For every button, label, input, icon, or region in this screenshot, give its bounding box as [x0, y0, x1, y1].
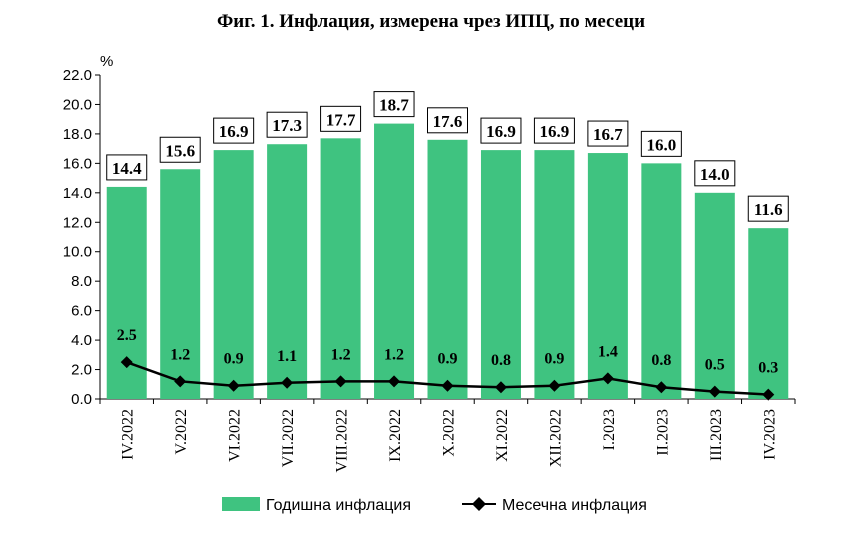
monthly-point	[708, 385, 721, 398]
bar	[320, 138, 361, 399]
y-tick-label: 20.0	[63, 96, 92, 113]
bar-label: 16.9	[486, 122, 516, 141]
bar-label-box	[213, 117, 255, 144]
x-tick-label: III.2023	[708, 409, 725, 461]
monthly-point	[281, 376, 294, 389]
x-tick-label: I.2023	[601, 409, 618, 450]
x-tick-label: XII.2022	[547, 409, 564, 467]
bar-label: 14.0	[700, 165, 730, 184]
monthly-label: 1.2	[170, 346, 190, 363]
bar-label-box	[373, 91, 415, 118]
bar-label: 15.6	[165, 141, 195, 160]
legend: Годишна инфлация Месечна инфлация	[222, 497, 647, 514]
y-tick-label: 4.0	[71, 332, 92, 349]
monthly-label: 0.9	[224, 351, 244, 368]
legend-marker-monthly	[472, 497, 486, 511]
x-tick-label: VII.2022	[280, 409, 297, 467]
monthly-label: 1.2	[331, 346, 351, 363]
bar-label-box	[533, 117, 575, 144]
y-tick-label: 8.0	[71, 273, 92, 290]
monthly-label: 0.8	[651, 352, 671, 369]
bar-label: 16.7	[593, 125, 623, 144]
y-tick-label: 14.0	[63, 185, 92, 202]
bar	[427, 139, 468, 400]
chart-title: Фиг. 1. Инфлация, измерена чрез ИПЦ, по …	[217, 11, 645, 32]
bar-label: 16.9	[540, 122, 570, 141]
monthly-label: 1.2	[384, 346, 404, 363]
bar-label: 11.6	[754, 200, 783, 219]
x-tick-label: X.2022	[441, 409, 458, 457]
monthly-point	[655, 381, 668, 394]
bar	[534, 150, 575, 399]
monthly-label: 0.5	[705, 357, 725, 374]
x-tick-label: IV.2023	[761, 409, 778, 460]
bar-label-box	[427, 107, 468, 134]
bar	[480, 150, 521, 399]
bar	[641, 163, 682, 399]
monthly-label: 0.3	[758, 360, 778, 377]
legend-label-annual: Годишна инфлация	[266, 497, 411, 514]
legend-label-monthly: Месечна инфлация	[502, 497, 647, 514]
bar-label-box	[747, 195, 789, 222]
monthly-point	[174, 375, 187, 388]
y-axis-unit: %	[100, 53, 113, 70]
plot-area: 0.0 2.0 4.0 6.0 8.0 10.0 12.0 14.0 16.0 18.0 20.0 2…	[63, 67, 796, 473]
monthly-point	[601, 372, 614, 385]
bar-label-box	[159, 136, 201, 163]
bar-label: 17.3	[272, 116, 302, 135]
y-tick-label: 6.0	[71, 303, 92, 320]
bar-label-box	[640, 130, 682, 157]
monthly-point	[227, 379, 240, 392]
bar-label-box	[480, 117, 522, 144]
bar-label-box	[320, 105, 362, 132]
monthly-point	[494, 381, 507, 394]
bar-label-box	[694, 160, 736, 187]
bar-label: 16.0	[646, 135, 676, 154]
bar	[587, 153, 628, 399]
bar-label: 16.9	[219, 122, 249, 141]
bar	[213, 150, 254, 399]
bar	[267, 144, 308, 399]
bar-label: 14.4	[112, 159, 142, 178]
bar	[748, 228, 789, 399]
y-tick-label: 16.0	[63, 155, 92, 172]
monthly-label: 1.1	[277, 348, 297, 365]
monthly-label: 0.8	[491, 352, 511, 369]
bar-label-box	[106, 154, 148, 181]
monthly-label: 0.9	[438, 351, 458, 368]
x-tick-label: VIII.2022	[334, 409, 351, 473]
x-tick-label: XI.2022	[494, 409, 511, 462]
y-tick-label: 0.0	[71, 391, 92, 408]
monthly-point	[441, 379, 454, 392]
legend-swatch-annual	[222, 497, 260, 511]
bar-label: 17.6	[433, 112, 463, 131]
monthly-point	[334, 375, 347, 388]
bar-label-box	[587, 120, 629, 147]
bar-label: 17.7	[326, 110, 356, 129]
x-tick-label: VI.2022	[227, 409, 244, 462]
y-tick-label: 18.0	[63, 126, 92, 143]
bar	[694, 192, 735, 399]
monthly-point	[548, 379, 561, 392]
x-tick-label: IX.2022	[387, 409, 404, 462]
monthly-label: 0.9	[544, 351, 564, 368]
monthly-point	[120, 356, 133, 369]
y-tick-label: 2.0	[71, 362, 92, 379]
x-tick-label: IV.2022	[120, 409, 137, 460]
monthly-label: 1.4	[598, 343, 618, 360]
monthly-label: 2.5	[117, 327, 137, 344]
bar-label: 18.7	[379, 96, 409, 115]
y-tick-label: 22.0	[63, 67, 92, 84]
bar	[374, 123, 415, 399]
monthly-point	[762, 388, 775, 401]
y-tick-label: 10.0	[63, 244, 92, 261]
x-tick-label: V.2022	[173, 409, 190, 455]
bar-label-box	[266, 111, 308, 138]
y-tick-label: 12.0	[63, 214, 92, 231]
x-tick-label: II.2023	[654, 409, 671, 456]
bar	[160, 169, 201, 399]
monthly-point	[388, 375, 401, 388]
